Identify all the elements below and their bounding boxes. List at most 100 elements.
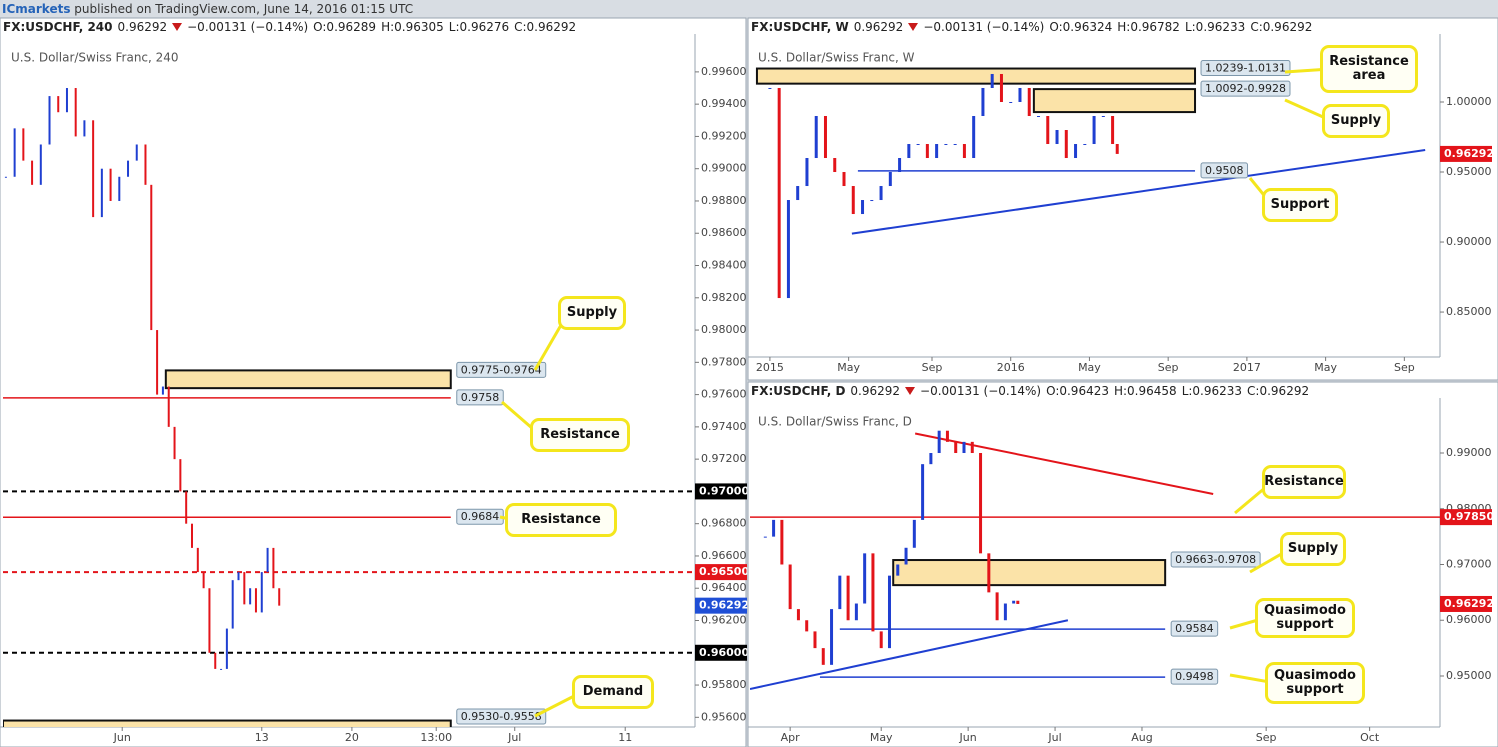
x-tick-label: Jul [507, 731, 521, 744]
candle [249, 588, 252, 605]
candle [925, 144, 929, 159]
y-tick-label: 0.96400 [701, 581, 747, 594]
symbol: FX:USDCHF, D [751, 384, 846, 398]
price-tag-label: 0.96292 [1444, 597, 1494, 610]
candle [13, 128, 16, 177]
candle [987, 553, 991, 593]
x-tick-label: Apr [781, 731, 801, 744]
candle [861, 200, 865, 215]
down-arrow [172, 23, 183, 31]
candle [813, 631, 817, 649]
y-tick-label: 0.98200 [701, 291, 747, 304]
candle [237, 572, 240, 581]
change-value: −0.00131 (−0.14%) [187, 20, 309, 34]
y-tick-label: 0.95800 [701, 678, 747, 691]
y-tick-label: 0.96600 [701, 549, 747, 562]
ohlc: C:0.96292 [1250, 20, 1313, 34]
y-tick-label: 0.98600 [701, 226, 747, 239]
x-tick-label: Jul [1047, 731, 1061, 744]
callout: Quasimodo support [1265, 662, 1365, 704]
candle [185, 491, 188, 524]
axis-tag-label: 0.97850 [1444, 510, 1494, 523]
candle [823, 115, 827, 159]
level-label: 0.9530-0.9558 [461, 710, 542, 723]
brand[interactable]: ICmarkets [2, 2, 71, 16]
change: −0.00131 (−0.14%) [172, 20, 308, 34]
x-tick-label: May [870, 731, 893, 744]
candle [863, 553, 867, 604]
level-label-box [1200, 60, 1291, 77]
candle [1012, 600, 1016, 604]
level-label: 0.9775-0.9764 [461, 363, 542, 376]
candle [1092, 115, 1096, 145]
candle [768, 87, 772, 89]
y-tick-label: 0.95600 [701, 710, 747, 723]
x-tick-label: Sep [1158, 361, 1179, 374]
candle [272, 547, 275, 589]
callout: Support [1262, 188, 1338, 222]
symbol: FX:USDCHF, W [751, 20, 849, 34]
chart-title: U.S. Dollar/Swiss Franc, W [758, 51, 915, 65]
zone [1032, 88, 1197, 114]
candle [871, 553, 875, 632]
candle [190, 523, 193, 548]
y-tick-label: 0.99200 [701, 129, 747, 142]
callout: Supply [1280, 532, 1346, 566]
ohlc: O:0.96324 [1049, 20, 1113, 34]
candle [48, 96, 51, 145]
price-tag-label: 0.96292 [1444, 147, 1494, 160]
callout: Resistance [1262, 465, 1346, 499]
level-label-box [456, 361, 547, 378]
candle [788, 564, 792, 610]
candle [100, 168, 103, 218]
candle [945, 430, 949, 442]
ohlc: C:0.96292 [1247, 384, 1310, 398]
candle [786, 200, 790, 299]
chart-title: U.S. Dollar/Swiss Franc, 240 [11, 51, 179, 65]
candle [260, 572, 263, 613]
x-tick-label: 11 [618, 731, 632, 744]
callout: Supply [1322, 104, 1390, 138]
price-tag [1440, 145, 1492, 162]
candle [888, 172, 892, 187]
x-tick-label: May [837, 361, 860, 374]
trendline [750, 619, 1069, 690]
y-tick-label: 0.85000 [1446, 305, 1492, 318]
last-price: 0.96292 [853, 20, 904, 34]
x-tick-label: Sep [1256, 731, 1277, 744]
level-label-box [456, 708, 547, 725]
candle [243, 572, 246, 605]
y-tick-label: 0.99000 [1446, 446, 1492, 459]
change: −0.00131 (−0.14%) [908, 20, 1044, 34]
candle [898, 158, 902, 173]
level-label: 0.9584 [1175, 622, 1214, 635]
candle [929, 453, 933, 465]
candle [92, 120, 95, 218]
x-tick-label: 13:00 [420, 731, 452, 744]
candle [830, 609, 834, 665]
plot [750, 430, 1440, 690]
y-tick-label: 0.97400 [701, 420, 747, 433]
candle [208, 588, 211, 653]
y-tick-label: 0.95000 [1446, 165, 1492, 178]
candle [266, 547, 269, 573]
axis-tag [695, 483, 747, 500]
y-tick-label: 0.99000 [701, 162, 747, 175]
ohlc: H:0.96458 [1113, 384, 1177, 398]
y-tick-label: 0.96000 [1446, 613, 1492, 626]
candle [796, 609, 800, 621]
change: −0.00131 (−0.14%) [905, 384, 1041, 398]
x-tick-label: Aug [1131, 731, 1152, 744]
level-label: 0.9684 [461, 510, 500, 523]
candle [846, 575, 850, 621]
candle [202, 572, 205, 589]
x-tick-label: Jun [113, 731, 131, 744]
candle [937, 430, 941, 454]
candle [22, 128, 25, 161]
candle [254, 588, 257, 613]
candle [1111, 115, 1115, 145]
candle [109, 168, 112, 201]
chart-title: U.S. Dollar/Swiss Franc, D [758, 415, 912, 429]
level-label-box [456, 389, 504, 406]
